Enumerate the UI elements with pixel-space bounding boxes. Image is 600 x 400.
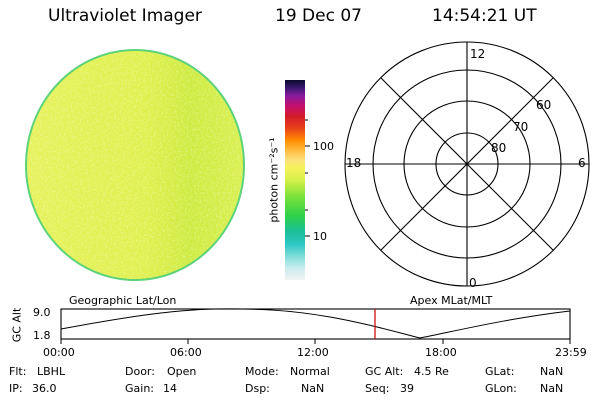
timeline-xtick-1200: 12:00 — [297, 346, 329, 359]
info-door-value: Open — [167, 365, 197, 378]
lat-label-70: 70 — [513, 120, 529, 134]
info-flt-value: LBHL — [37, 365, 66, 378]
instrument-title: Ultraviolet Imager — [48, 6, 202, 26]
info-gcalt-value: 4.5 Re — [414, 365, 449, 378]
info-mode-label: Mode: — [245, 365, 279, 378]
timeline-ytick-1.8: 1.8 — [33, 329, 51, 342]
info-seq-value: 39 — [400, 382, 414, 395]
info-dsp-label: Dsp: — [245, 382, 270, 395]
mlt-label-6: 6 — [578, 156, 586, 170]
timeline-xtick-0600: 06:00 — [170, 346, 202, 359]
lat-label-80: 80 — [491, 141, 507, 155]
info-ip-label: IP: — [9, 382, 23, 395]
info-glon-value: NaN — [540, 382, 564, 395]
mlt-label-18: 18 — [346, 156, 362, 170]
timeline-ytick-9: 9.0 — [33, 306, 51, 319]
colorbar-tick-100: 100 — [313, 140, 334, 153]
info-flt-label: Flt: — [9, 365, 27, 378]
date-label: 19 Dec 07 — [275, 6, 362, 26]
mlt-label-12: 12 — [470, 47, 486, 61]
mlt-label-0: 0 — [469, 276, 477, 290]
info-glat-label: GLat: — [485, 365, 515, 378]
info-gcalt-label: GC Alt: — [365, 365, 404, 378]
timeline-right-title: Apex MLat/MLT — [410, 294, 493, 307]
info-dsp-value: NaN — [301, 382, 325, 395]
info-ip-value: 36.0 — [32, 382, 57, 395]
info-mode-value: Normal — [290, 365, 330, 378]
info-gain-value: 14 — [163, 382, 177, 395]
lat-label-60: 60 — [536, 98, 552, 112]
colorbar-tick-10: 10 — [313, 230, 327, 243]
time-label: 14:54:21 UT — [432, 6, 537, 26]
timeline-xtick-2359: 23:59 — [555, 346, 587, 359]
timeline-xtick-1800: 18:00 — [425, 346, 457, 359]
info-gain-label: Gain: — [125, 382, 154, 395]
info-glat-value: NaN — [540, 365, 564, 378]
timeline-left-title: Geographic Lat/Lon — [69, 294, 177, 307]
info-glon-label: GLon: — [485, 382, 517, 395]
timeline-xtick-0000: 00:00 — [43, 346, 75, 359]
altitude-curve — [60, 308, 571, 339]
info-door-label: Door: — [125, 365, 155, 378]
info-seq-label: Seq: — [365, 382, 390, 395]
